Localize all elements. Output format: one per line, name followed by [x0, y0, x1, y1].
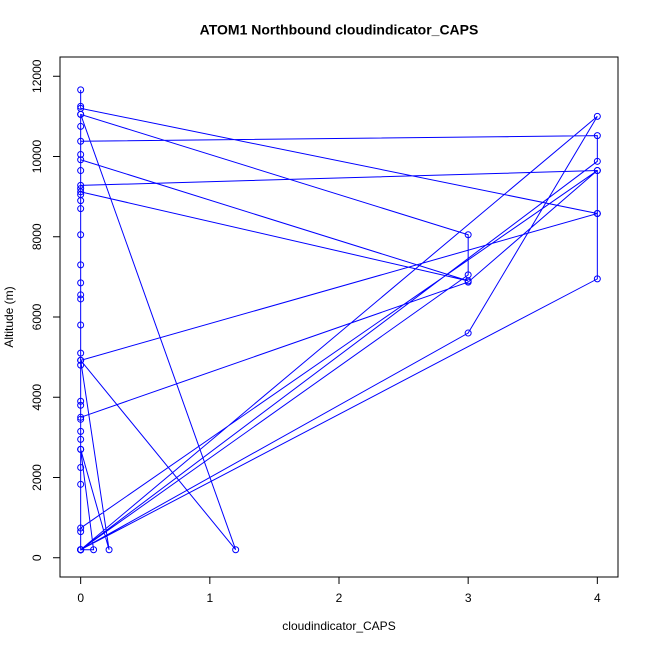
- data-point: [77, 279, 85, 287]
- chart-title: ATOM1 Northbound cloudindicator_CAPS: [200, 22, 479, 38]
- y-tick-label: 2000: [30, 464, 44, 491]
- x-axis-label: cloudindicator_CAPS: [282, 619, 395, 633]
- data-line: [79, 89, 598, 551]
- data-point: [593, 275, 601, 283]
- data-point: [77, 295, 85, 303]
- x-tick-label: 4: [594, 591, 601, 605]
- data-point: [464, 271, 472, 279]
- data-point: [77, 427, 85, 435]
- data-point: [464, 278, 472, 286]
- data-point: [77, 435, 85, 443]
- data-point: [77, 349, 85, 357]
- data-point: [593, 157, 601, 165]
- data-point: [77, 356, 85, 364]
- data-point: [77, 524, 85, 532]
- data-point: [77, 137, 85, 145]
- y-tick-label: 6000: [30, 303, 44, 330]
- y-tick-label: 8000: [30, 223, 44, 250]
- data-point: [464, 329, 472, 337]
- data-point: [105, 546, 113, 554]
- x-tick-label: 2: [336, 591, 343, 605]
- data-point: [77, 291, 85, 299]
- data-point: [77, 528, 85, 536]
- data-point: [232, 546, 240, 554]
- data-point: [77, 361, 85, 369]
- data-point: [77, 86, 85, 94]
- y-tick-label: 4000: [30, 384, 44, 411]
- data-point: [77, 188, 85, 196]
- data-point: [77, 321, 85, 329]
- data-point: [77, 205, 85, 213]
- data-point: [77, 102, 85, 110]
- data-point: [77, 156, 85, 164]
- data-point: [593, 132, 601, 140]
- data-point: [77, 185, 85, 193]
- x-tick-label: 3: [465, 591, 472, 605]
- data-point: [77, 231, 85, 239]
- data-point: [77, 445, 85, 453]
- data-point: [464, 231, 472, 239]
- data-point: [77, 397, 85, 405]
- y-tick-label: 0: [30, 554, 44, 561]
- data-point: [77, 151, 85, 158]
- data-point: [593, 209, 601, 217]
- data-point: [77, 413, 85, 421]
- data-point: [77, 401, 85, 409]
- data-point: [77, 261, 85, 269]
- data-point: [90, 546, 98, 554]
- data-point: [77, 110, 85, 118]
- y-tick-label: 10000: [30, 139, 44, 173]
- y-axis-label: Altitude (m): [2, 286, 16, 347]
- data-point: [77, 415, 85, 423]
- data-point: [77, 480, 85, 488]
- data-point: [77, 167, 85, 175]
- data-point: [77, 546, 85, 554]
- x-tick-label: 0: [77, 591, 84, 605]
- x-tick-label: 1: [206, 591, 213, 605]
- y-tick-label: 12000: [30, 59, 44, 93]
- data-point: [77, 463, 85, 471]
- data-point: [593, 112, 601, 120]
- data-point: [77, 122, 85, 130]
- data-point: [593, 167, 601, 175]
